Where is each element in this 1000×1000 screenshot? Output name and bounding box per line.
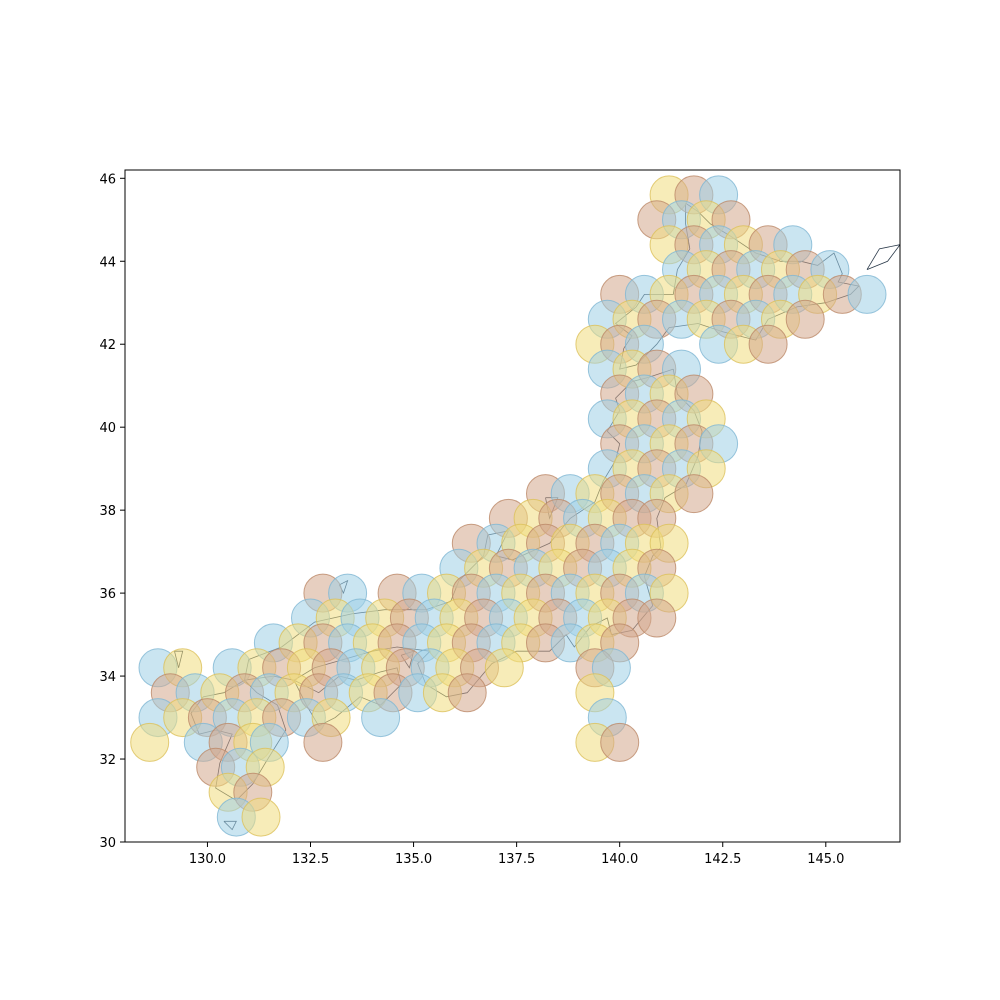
marker-tan-75 (674, 474, 714, 514)
y-axis: 30 32 34 36 38 40 42 44 46 (99, 172, 125, 851)
x-tick-label-2: 135.0 (395, 852, 432, 867)
y-tick-label-4: 38 (99, 504, 116, 519)
marker-yellow-158 (484, 648, 524, 688)
y-tick-label-0: 30 (99, 836, 116, 851)
y-tick-label-6: 42 (99, 338, 116, 353)
coastline-8 (866, 244, 900, 270)
marker-tan-173 (447, 673, 487, 713)
x-tick-label-5: 142.5 (704, 852, 741, 867)
x-tick-label-4: 140.0 (601, 852, 638, 867)
marker-blue-183 (361, 698, 401, 738)
y-tick-label-7: 44 (99, 255, 116, 270)
marker-tan-192 (600, 722, 640, 762)
marker-tan-39 (785, 299, 825, 339)
plot-area (125, 170, 900, 842)
x-axis: 130.0 132.5 135.0 137.5 140.0 142.5 145.0 (189, 842, 844, 867)
y-tick-label-3: 36 (99, 587, 116, 602)
marker-tan-45 (748, 324, 788, 364)
y-tick-label-2: 34 (99, 670, 116, 685)
marker-tan-129 (637, 598, 677, 638)
y-tick-label-5: 40 (99, 421, 116, 436)
marker-blue-30 (847, 274, 887, 314)
marker-layer (130, 175, 887, 837)
x-tick-label-6: 145.0 (807, 852, 844, 867)
y-tick-label-1: 32 (99, 753, 116, 768)
y-tick-label-8: 46 (99, 172, 116, 187)
x-tick-label-0: 130.0 (189, 852, 226, 867)
marker-tan-190 (303, 722, 343, 762)
marker-yellow-185 (130, 722, 170, 762)
axes-frame (124, 169, 901, 843)
x-tick-label-1: 132.5 (292, 852, 329, 867)
x-tick-label-3: 137.5 (498, 852, 535, 867)
marker-yellow-199 (241, 797, 281, 837)
